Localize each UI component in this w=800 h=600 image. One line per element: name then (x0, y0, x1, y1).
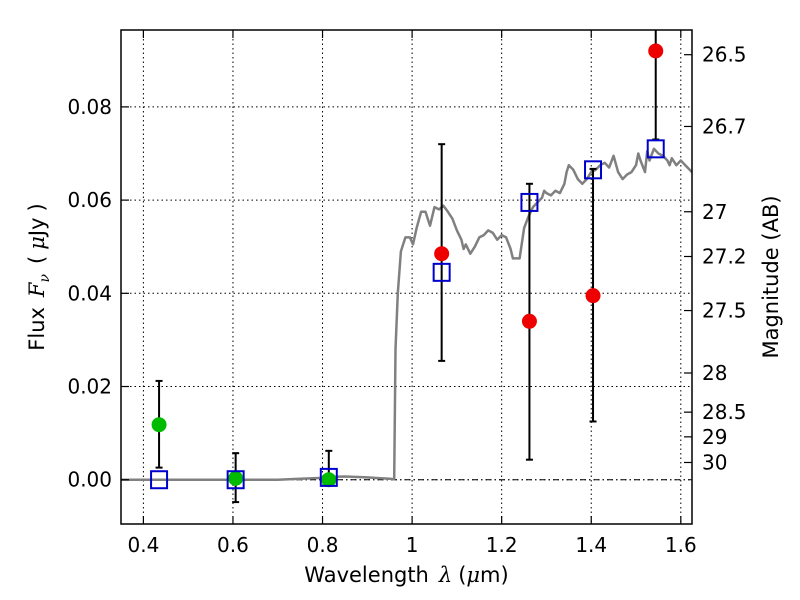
grid-layer (121, 30, 692, 524)
y-axis-label: FluxFν(μJy) (25, 203, 53, 350)
x-tick-label: 0.8 (307, 533, 339, 557)
y2-tick-label: 27 (702, 200, 727, 224)
y-tick-label: 0.06 (67, 188, 112, 212)
y2-tick-label: 26.7 (702, 114, 747, 138)
data-layer (121, 30, 693, 504)
x-tick-label: 1.6 (665, 533, 697, 557)
x-tick-label: 1.2 (486, 533, 518, 557)
y-tick-label: 0.00 (67, 468, 112, 492)
y2-tick-label: 27.5 (702, 299, 747, 323)
y-tick-label: 0.04 (67, 281, 112, 305)
observed-nir-point (585, 288, 601, 304)
observed-optical-point (228, 470, 244, 486)
observed-optical-point (151, 417, 167, 433)
model-band-point (584, 160, 603, 180)
x-tick-label: 1.4 (575, 533, 607, 557)
x-tick-label: 1 (406, 533, 419, 557)
x-tick-label: 0.6 (217, 533, 249, 557)
model-band-point (520, 192, 539, 212)
observed-nir-point (434, 246, 450, 262)
observed-optical-point (321, 472, 337, 488)
plot-frame (120, 29, 693, 525)
x-axis-label: Wavelength λ (μm) (304, 563, 508, 587)
y2-tick-label: 26.5 (702, 43, 747, 67)
y2-tick-label: 30 (702, 450, 727, 474)
observed-nir-point (648, 43, 664, 59)
y-tick-label: 0.02 (67, 375, 112, 399)
tick-layer: 0.4 0.6 0.8 1 1.2 1.4 1.6 0.00 0.02 0.04 0.06 0.08 2… (67, 30, 747, 557)
model-band-point (646, 139, 665, 159)
y2-tick-label: 29 (702, 425, 727, 449)
y2-tick-label: 28.5 (702, 400, 747, 424)
y2-axis-label: Magnitude (AB) (759, 195, 783, 358)
model-sed-line (121, 147, 693, 481)
y2-tick-label: 27.2 (702, 244, 747, 268)
model-band-point (150, 470, 169, 490)
observed-nir-point (521, 313, 537, 329)
y-tick-label: 0.08 (67, 95, 112, 119)
model-band-point (226, 470, 245, 490)
y2-tick-label: 28 (702, 361, 727, 385)
model-band-point (432, 262, 451, 282)
x-tick-label: 0.4 (127, 533, 159, 557)
model-band-point (319, 467, 338, 487)
